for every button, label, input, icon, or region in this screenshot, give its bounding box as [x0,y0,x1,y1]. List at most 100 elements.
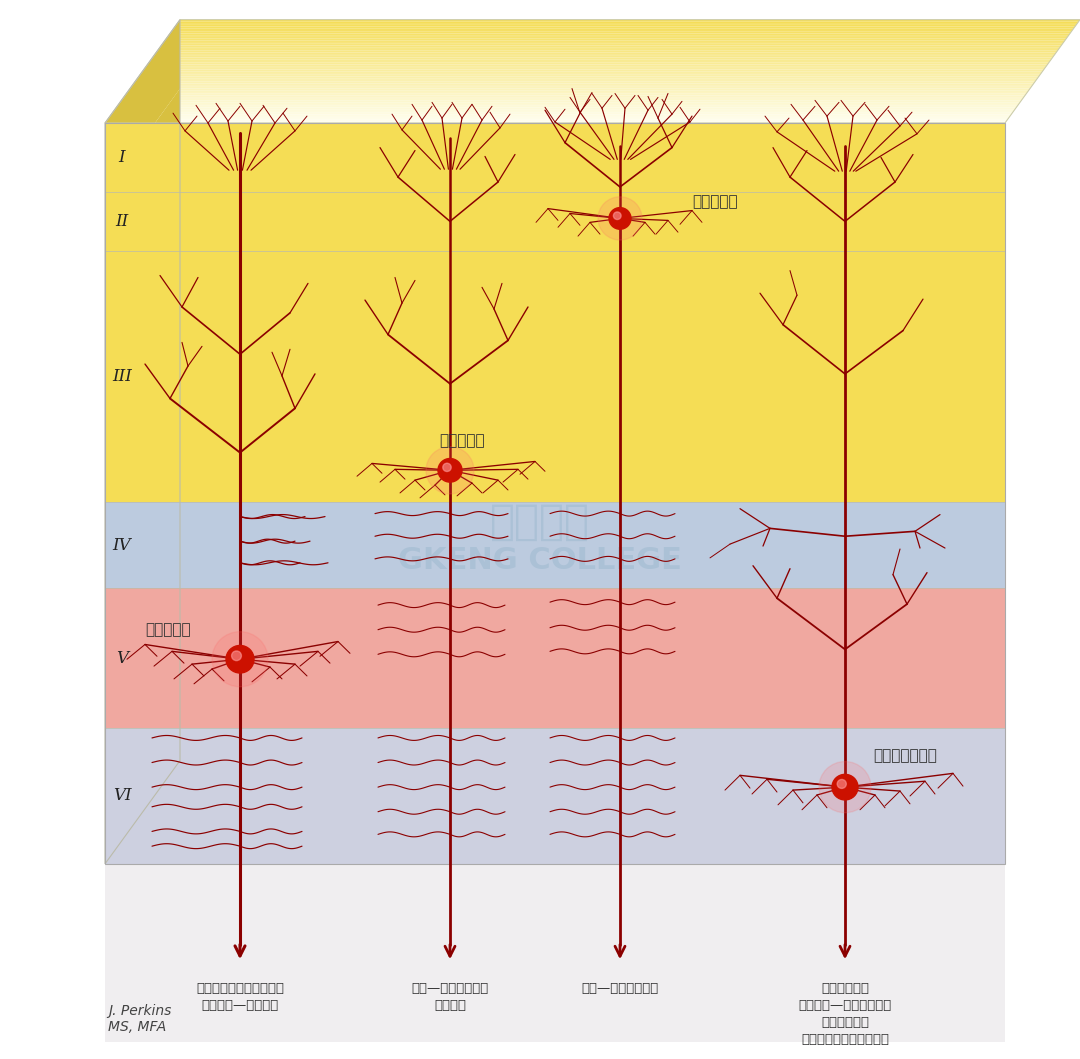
Polygon shape [172,30,1072,32]
Polygon shape [118,104,1018,106]
Polygon shape [151,57,1053,59]
Circle shape [231,651,242,661]
Polygon shape [150,59,1051,61]
Bar [105,729,1005,864]
Polygon shape [125,93,1026,95]
Text: GKENG COLLEGE: GKENG COLLEGE [399,546,681,575]
Bar [105,589,1005,729]
Polygon shape [136,78,1038,79]
Text: 皮质下投射（主要）纤维
一些皮质—皮质纤维: 皮质下投射（主要）纤维 一些皮质—皮质纤维 [195,982,284,1012]
Polygon shape [137,76,1039,78]
Text: 皮质—皮质联络纤维: 皮质—皮质联络纤维 [581,982,659,995]
Polygon shape [176,23,1078,24]
Circle shape [613,212,621,219]
Bar [105,123,1005,864]
Polygon shape [130,87,1031,89]
Text: 大锥体细胞: 大锥体细胞 [145,623,191,638]
Text: 皮质—皮质联络纤维
连合纤维: 皮质—皮质联络纤维 连合纤维 [411,982,488,1012]
Polygon shape [105,89,180,251]
Polygon shape [108,118,1009,120]
Polygon shape [152,56,1054,57]
Polygon shape [146,65,1048,66]
Circle shape [819,761,870,812]
Polygon shape [160,46,1062,48]
Polygon shape [121,98,1023,101]
Polygon shape [114,108,1016,109]
Polygon shape [112,111,1014,112]
Polygon shape [167,35,1069,37]
Polygon shape [135,79,1036,82]
Polygon shape [109,116,1010,118]
Circle shape [837,779,847,788]
Polygon shape [110,114,1011,116]
Polygon shape [168,34,1070,35]
Polygon shape [153,54,1055,56]
Polygon shape [159,48,1059,49]
Text: VI: VI [112,788,132,805]
Polygon shape [174,26,1075,29]
Polygon shape [105,398,180,589]
Bar [105,251,1005,502]
Polygon shape [133,84,1034,85]
Polygon shape [164,40,1065,42]
Text: 小锥体细胞: 小锥体细胞 [440,433,485,448]
Polygon shape [141,71,1042,73]
Polygon shape [156,52,1056,54]
Text: 皮质丘脑纤维
部分皮质—皮质联络纤维
部分连合纤维
部分至屏状核的投射纤维: 皮质丘脑纤维 部分皮质—皮质联络纤维 部分连合纤维 部分至屏状核的投射纤维 [798,982,892,1046]
Circle shape [832,774,858,800]
Polygon shape [173,29,1074,30]
Polygon shape [113,109,1015,111]
Polygon shape [134,82,1035,84]
Polygon shape [166,37,1067,38]
Polygon shape [105,122,1007,123]
Text: III: III [112,367,132,384]
Polygon shape [122,97,1024,98]
Polygon shape [127,90,1029,92]
Polygon shape [129,89,1030,90]
Circle shape [212,631,268,687]
Polygon shape [162,42,1064,43]
Polygon shape [105,147,180,502]
Polygon shape [124,95,1025,97]
Circle shape [426,447,474,493]
Circle shape [226,645,254,674]
Polygon shape [106,120,1008,122]
Polygon shape [165,38,1066,40]
Polygon shape [105,625,180,864]
Polygon shape [157,51,1057,52]
Polygon shape [175,24,1077,26]
Polygon shape [148,62,1049,65]
Text: J. Perkins
MS, MFA: J. Perkins MS, MFA [108,1004,172,1034]
Text: V: V [116,650,129,667]
Polygon shape [158,49,1058,51]
Polygon shape [149,61,1050,62]
Polygon shape [132,85,1032,87]
Circle shape [609,208,631,229]
Text: I: I [119,149,125,166]
Polygon shape [140,73,1041,75]
Polygon shape [105,20,180,192]
Bar [105,502,1005,589]
Polygon shape [117,106,1017,108]
Polygon shape [177,21,1079,23]
Text: 小锥体细胞: 小锥体细胞 [692,194,738,210]
Text: II: II [116,213,129,230]
Polygon shape [144,68,1045,70]
Bar [105,864,1005,1042]
Text: 调节性锥体细胞: 调节性锥体细胞 [873,748,936,764]
Circle shape [443,463,451,471]
Polygon shape [145,66,1047,68]
Polygon shape [161,43,1063,46]
Bar [105,192,1005,251]
Bar [105,123,1005,192]
Polygon shape [143,70,1043,71]
Polygon shape [119,103,1020,104]
Polygon shape [120,101,1022,103]
Text: IV: IV [112,537,132,554]
Polygon shape [111,112,1013,114]
Polygon shape [105,485,180,729]
Polygon shape [170,32,1071,34]
Circle shape [438,459,462,482]
Polygon shape [138,75,1040,76]
Polygon shape [179,20,1080,21]
